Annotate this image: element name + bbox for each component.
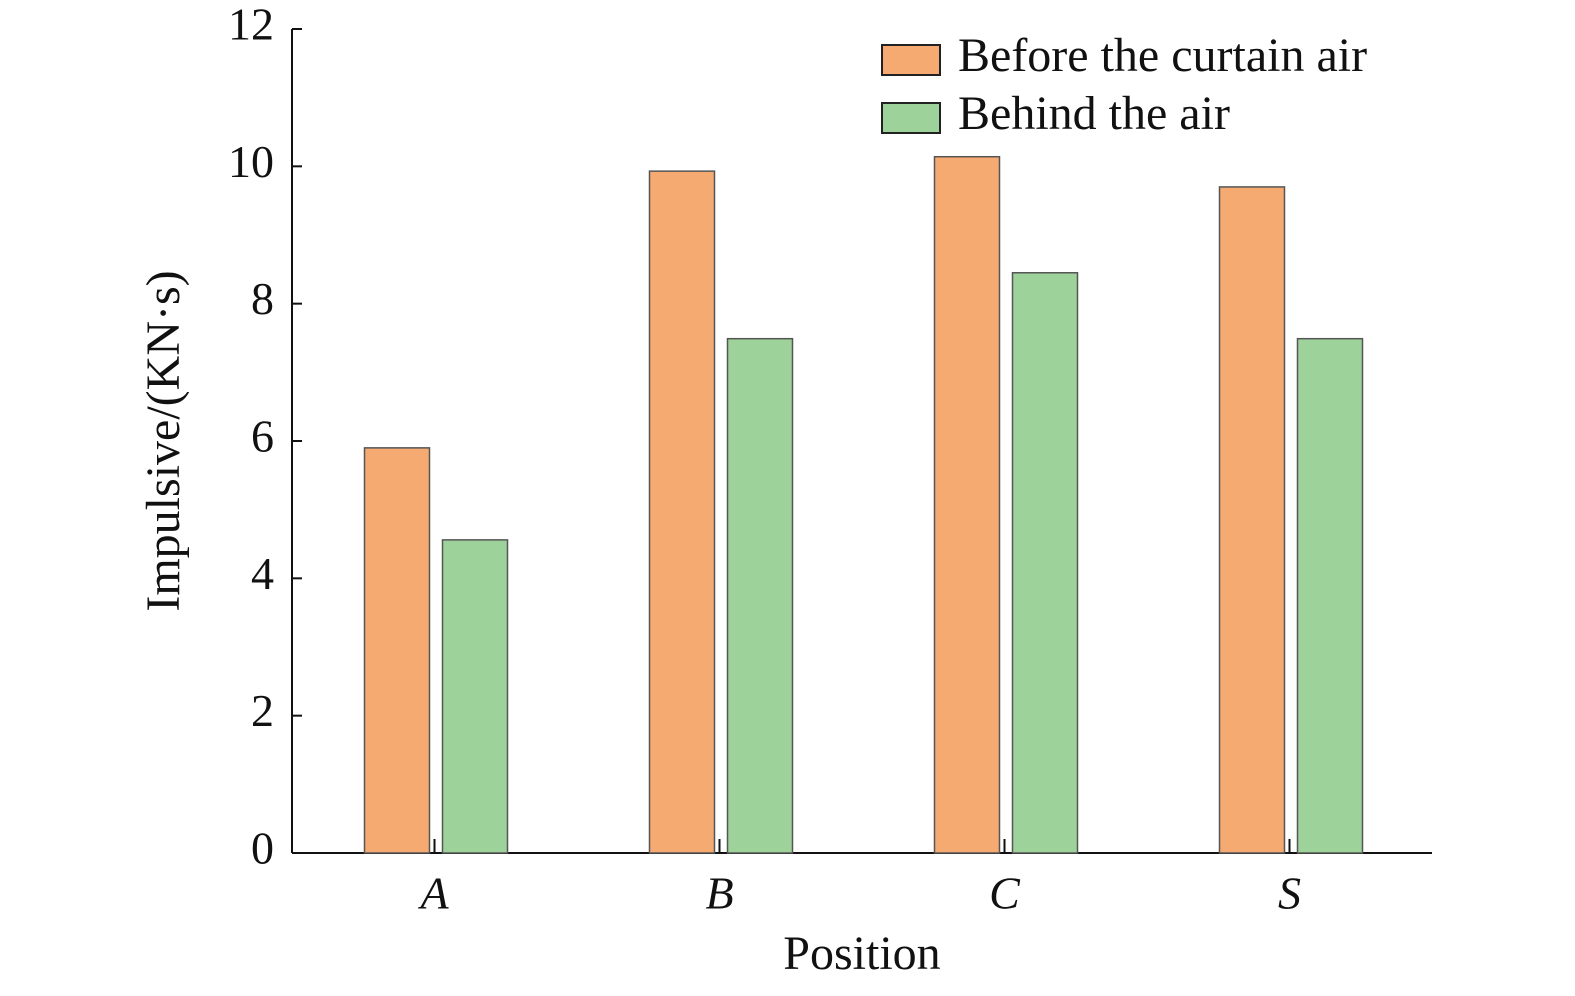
- bar: [1218, 186, 1286, 854]
- legend-label: Behind the air: [958, 87, 1230, 140]
- bar: [933, 155, 1001, 854]
- y-tick-label: 2: [251, 685, 274, 736]
- legend-swatch: [881, 102, 941, 134]
- y-tick-label: 0: [251, 823, 274, 874]
- y-axis-label: Impulsive/(KN·s): [137, 270, 190, 611]
- y-tick-label: 4: [251, 548, 274, 599]
- x-tick-label: A: [417, 868, 449, 919]
- legend-swatch: [881, 44, 941, 76]
- y-tick-label: 10: [228, 136, 274, 187]
- bar: [648, 170, 716, 854]
- y-tick-label: 8: [251, 273, 274, 324]
- bar: [726, 337, 794, 854]
- legend-label: Before the curtain air: [958, 29, 1367, 82]
- y-tick-label: 12: [228, 0, 274, 50]
- bar: [1011, 272, 1079, 854]
- x-tick-label: S: [1278, 868, 1301, 919]
- x-axis-label: Position: [783, 927, 940, 980]
- x-tick-label: B: [705, 868, 733, 919]
- bar: [363, 447, 431, 854]
- y-tick-label: 6: [251, 411, 274, 462]
- x-tick-label: C: [989, 868, 1021, 919]
- bar: [441, 539, 509, 854]
- bar: [1296, 337, 1364, 854]
